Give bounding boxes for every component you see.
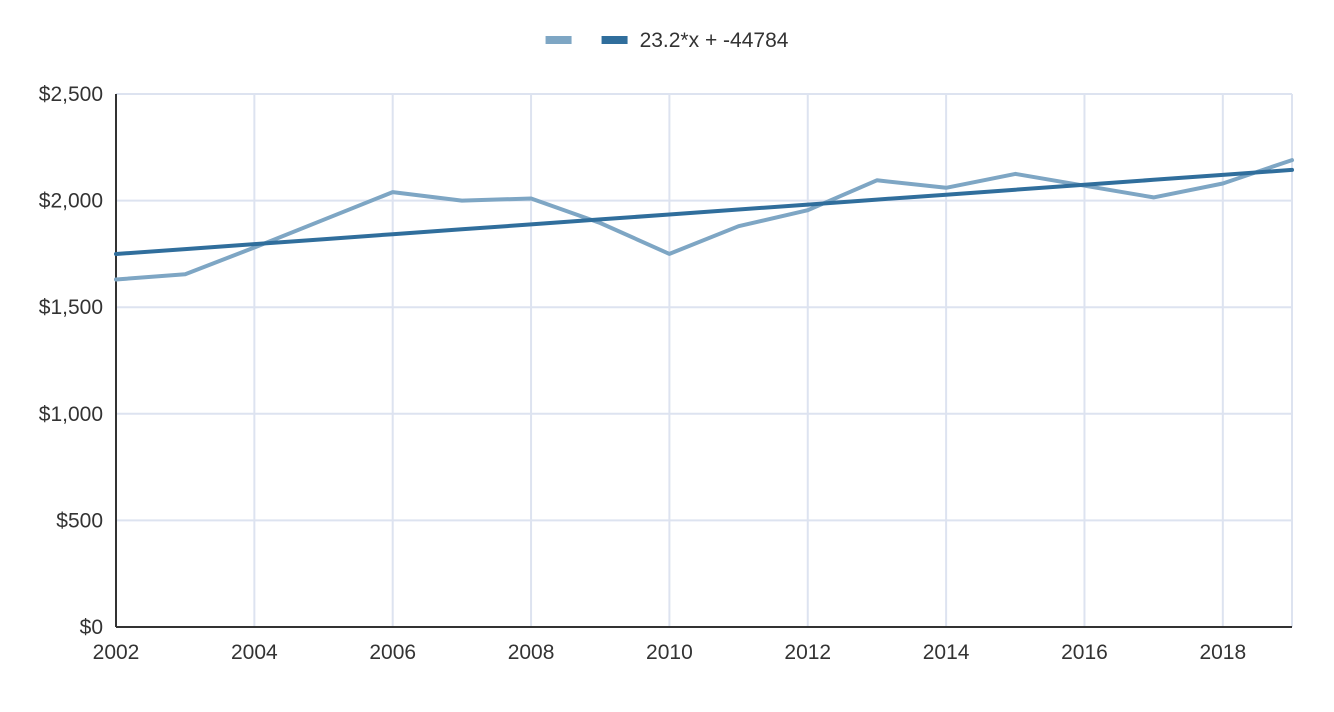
y-tick-label: $2,000 [39, 190, 103, 213]
legend-swatch [601, 36, 628, 44]
x-tick-label: 2012 [784, 641, 831, 664]
x-tick-label: 2008 [508, 641, 555, 664]
grid [116, 93, 1293, 627]
legend-label: 23.2*x + -44784 [640, 29, 789, 52]
x-tick-label: 2018 [1199, 641, 1246, 664]
trendline-series-line [114, 167, 1294, 256]
tick-labels: $0 $500 $1,000 $1,500 $2,000 $2,500 2002 2004 20… [39, 83, 1246, 664]
x-tick-label: 2006 [369, 641, 416, 664]
y-tick-label: $2,500 [39, 83, 103, 106]
legend-item[interactable]: 23.2*x + -44784 [601, 29, 789, 52]
series-group [114, 158, 1294, 282]
legend-swatch [545, 36, 572, 44]
data-series-line [114, 158, 1294, 282]
axes [115, 94, 1292, 628]
x-tick-label: 2002 [93, 641, 140, 664]
legend-item[interactable] [545, 36, 572, 44]
x-tick-label: 2014 [923, 641, 970, 664]
x-tick-label: 2010 [646, 641, 693, 664]
legend: 23.2*x + -44784 [545, 29, 789, 52]
y-tick-label: $0 [80, 616, 103, 639]
x-tick-label: 2016 [1061, 641, 1108, 664]
x-tick-label: 2004 [231, 641, 278, 664]
y-tick-label: $500 [56, 509, 103, 532]
y-tick-label: $1,500 [39, 296, 103, 319]
y-tick-label: $1,000 [39, 403, 103, 426]
